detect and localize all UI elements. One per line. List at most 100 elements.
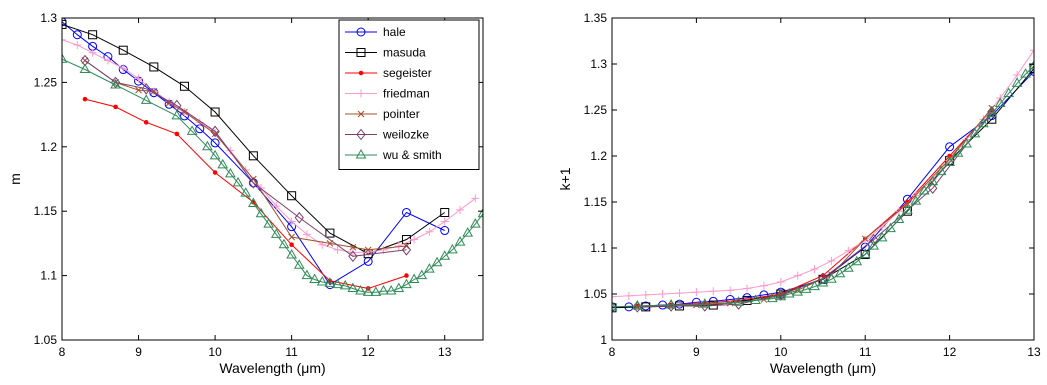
data-point-pointer (288, 233, 295, 241)
series-line-weilozke (84, 60, 407, 257)
data-point-segeister (404, 273, 409, 278)
x-tick-label: 12 (943, 345, 957, 359)
data-point-series-7 (868, 240, 879, 250)
data-point-hale (210, 138, 220, 148)
data-point-series-5 (904, 200, 911, 208)
data-point-wu-smith (362, 286, 374, 296)
data-point-series-7 (876, 231, 888, 242)
legend: hale masuda segeister friedman pointer weiloz… (338, 19, 480, 170)
data-point-series-7 (750, 294, 761, 304)
y-axis-label: m (7, 173, 23, 185)
data-point-series-4 (743, 284, 752, 293)
data-point-series-7 (1011, 77, 1023, 87)
data-point-series-6 (928, 182, 938, 195)
data-point-friedman (62, 35, 66, 44)
data-point-series-7 (775, 290, 787, 301)
data-point-weilozke (248, 177, 259, 189)
x-axis-label: Wavelength (μm) (770, 360, 876, 376)
data-point-series-4 (1030, 46, 1034, 55)
data-point-wu-smith (232, 176, 244, 187)
data-point-series-7 (809, 280, 820, 291)
data-point-wu-smith (263, 218, 275, 228)
data-point-series-7 (612, 300, 618, 311)
data-point-friedman (119, 64, 128, 73)
data-point-weilozke (141, 83, 151, 95)
data-point-series-7 (1028, 59, 1034, 70)
legend-label-masuda: masuda (383, 46, 426, 60)
data-point-series-7 (699, 298, 711, 308)
legend-marker-weilozke (356, 128, 366, 141)
data-point-series-4 (793, 271, 802, 280)
data-point-masuda (248, 151, 258, 161)
data-point-weilozke (294, 211, 304, 224)
legend-marker-segeister (358, 70, 364, 76)
data-point-segeister (113, 104, 118, 110)
data-point-masuda (440, 207, 450, 217)
y-tick-label: 1.2 (40, 140, 57, 154)
data-point-friedman (348, 248, 357, 257)
data-point-series-7 (986, 107, 998, 118)
data-point-masuda (179, 81, 189, 91)
y-tick-label: 1.05 (34, 333, 58, 347)
data-point-series-4 (726, 286, 735, 295)
data-point-wu-smith (401, 278, 412, 289)
data-point-wu-smith (355, 285, 366, 295)
data-point-wu-smith (454, 236, 466, 246)
data-point-series-4 (709, 287, 718, 296)
data-point-segeister (143, 120, 149, 125)
series-line-series-7 (612, 65, 1034, 308)
y-tick-label: 1.15 (584, 195, 608, 209)
data-point-wu-smith (255, 207, 267, 218)
data-point-series-4 (776, 278, 785, 287)
y-tick-label: 1.2 (590, 149, 607, 163)
data-point-wu-smith (248, 197, 259, 207)
data-point-series-7 (800, 283, 812, 293)
data-point-series-4 (612, 292, 616, 301)
data-point-friedman (425, 227, 434, 236)
data-point-wu-smith (332, 278, 343, 289)
data-point-wu-smith (447, 243, 458, 254)
data-point-series-7 (631, 299, 643, 310)
data-point-wu-smith (293, 259, 305, 269)
data-point-masuda (118, 45, 128, 55)
x-tick-label: 13 (1027, 345, 1041, 359)
data-point-wu-smith (240, 187, 252, 197)
data-point-series-5 (861, 235, 869, 243)
data-point-series-7 (783, 287, 795, 298)
chart-absorption-k-plus-1: 8 9 10 11 12 13 1 1.05 1.1 1.15 1.2 1.25 1.3 1.35 Wave… (557, 11, 1041, 376)
data-point-weilozke (210, 125, 220, 138)
y-tick-label: 1.1 (40, 269, 57, 283)
data-point-wu-smith (324, 277, 336, 287)
data-point-series-4 (641, 290, 650, 299)
data-point-series-7 (885, 222, 896, 233)
data-point-series-7 (834, 267, 846, 278)
data-point-wu-smith (301, 269, 313, 280)
data-point-series-7 (842, 262, 854, 272)
data-point-hale (440, 226, 450, 236)
x-tick-label: 13 (438, 345, 452, 359)
data-point-series-4 (624, 291, 633, 300)
data-point-series-7 (826, 273, 837, 283)
data-point-segeister (174, 131, 180, 137)
data-point-wu-smith (431, 256, 443, 267)
data-point-wu-smith (393, 282, 405, 292)
data-point-wu-smith (209, 149, 221, 160)
y-tick-label: 1 (600, 333, 607, 347)
data-point-series-7 (969, 127, 981, 138)
data-point-pointer (211, 130, 219, 138)
data-point-series-7 (665, 299, 677, 309)
data-point-pointer (150, 88, 158, 95)
legend-marker-hale (356, 27, 366, 37)
data-point-series-7 (893, 213, 905, 223)
data-point-wu-smith (370, 286, 382, 296)
data-point-series-7 (994, 97, 1006, 108)
x-tick-label: 10 (774, 345, 788, 359)
y-tick-label: 1.3 (590, 57, 607, 71)
x-tick-label: 11 (859, 345, 872, 359)
data-point-series-4 (692, 288, 701, 297)
data-point-series-7 (961, 138, 972, 148)
y-tick-label: 1.05 (584, 287, 608, 301)
data-point-series-4 (861, 236, 870, 245)
legend-label-pointer: pointer (383, 107, 420, 121)
